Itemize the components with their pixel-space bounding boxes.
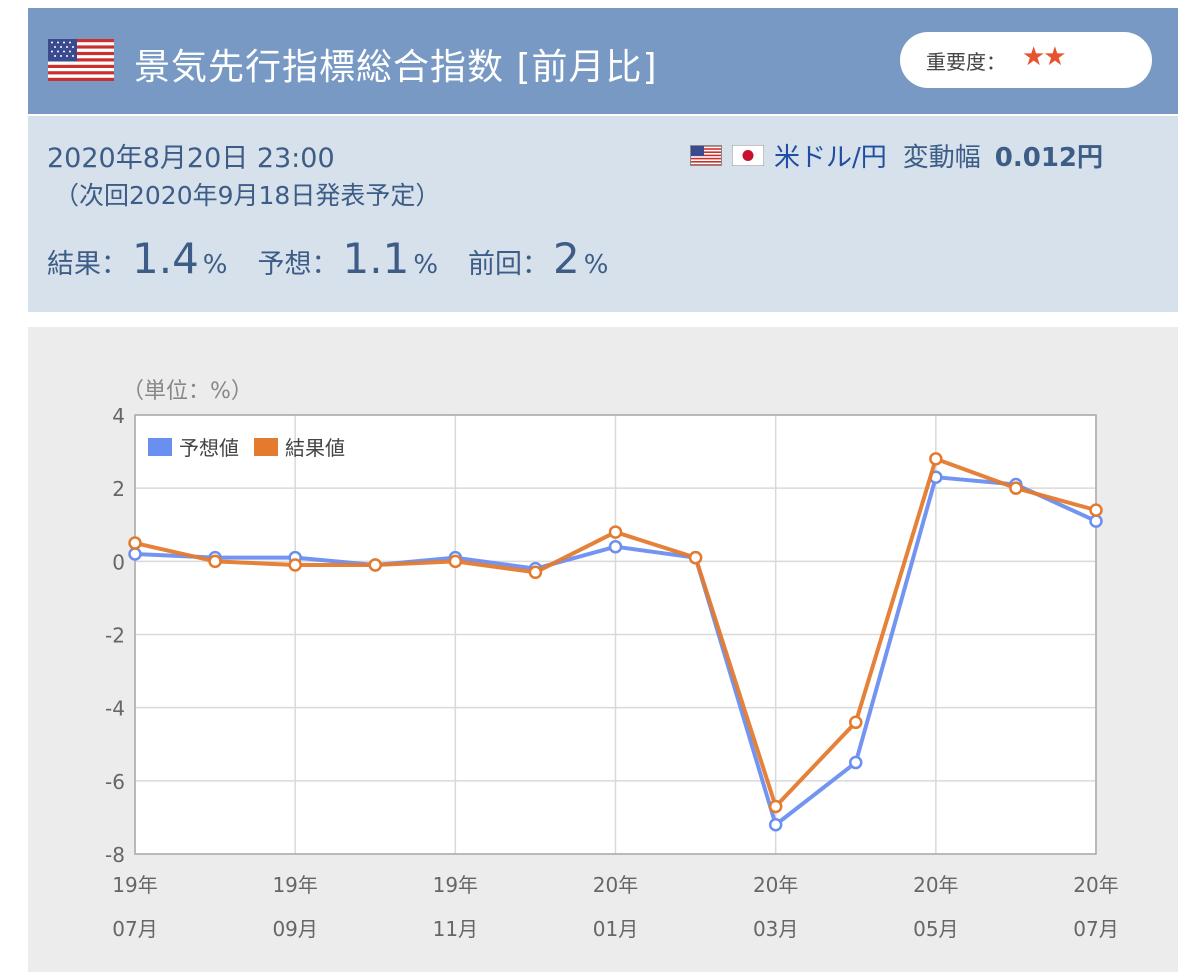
previous-label: 前回： xyxy=(468,249,550,280)
x-tick-year: 19年 xyxy=(112,873,157,897)
next-release: （次回2020年9月18日発表予定） xyxy=(54,181,441,210)
data-point xyxy=(768,799,783,814)
forecast-unit: % xyxy=(413,250,439,280)
us-flag-icon xyxy=(690,144,722,166)
stats-row: 結果： 1.4 % 予想： 1.1 % 前回： 2 % xyxy=(47,234,638,283)
data-point xyxy=(608,539,623,554)
data-point xyxy=(528,565,543,580)
result-unit: % xyxy=(202,250,228,280)
importance-label: 重要度： xyxy=(926,50,1006,74)
legend-label: 予想値 xyxy=(179,436,239,460)
x-tick-year: 20年 xyxy=(593,873,638,897)
x-tick-year: 19年 xyxy=(433,873,478,897)
data-point xyxy=(448,554,463,569)
x-tick-month: 05月 xyxy=(913,917,958,941)
x-tick-month: 07月 xyxy=(112,917,157,941)
data-point xyxy=(128,536,142,550)
line-chart: 4 2 0 -2 -4 -6 -8 19年 07月 19年 09月 19年 11月 20年 01月 20年 03… xyxy=(105,404,1119,941)
data-point xyxy=(608,525,623,539)
x-tick-year: 20年 xyxy=(753,873,798,897)
x-tick-month: 07月 xyxy=(1073,917,1118,941)
data-point xyxy=(1089,514,1103,528)
release-datetime: 2020年8月20日 23:00 xyxy=(47,143,335,174)
data-point xyxy=(849,755,863,770)
forecast-value: 1.1 xyxy=(342,234,410,283)
previous-unit: % xyxy=(583,250,609,280)
us-flag-icon xyxy=(48,39,114,81)
data-point xyxy=(128,547,142,561)
chart-panel: （単位：%） 4 2 0 -2 -4 -6 -8 19年 07月 19年 09月 19年 11月 20年 0… xyxy=(28,327,1178,972)
y-tick-label: -6 xyxy=(105,770,125,794)
y-tick-label: -4 xyxy=(105,697,125,721)
y-tick-label: -8 xyxy=(105,843,125,867)
y-tick-label: 4 xyxy=(112,404,125,428)
range-value: 0.012円 xyxy=(994,142,1104,173)
legend-swatch xyxy=(146,436,174,458)
data-point xyxy=(929,452,943,466)
data-point xyxy=(768,817,783,832)
currency-pair-info: 米ドル/円 変動幅 0.012円 xyxy=(690,138,1104,173)
x-tick-month: 01月 xyxy=(593,917,638,941)
data-point xyxy=(1089,503,1103,517)
y-tick-label: 0 xyxy=(112,550,125,574)
data-point xyxy=(288,558,302,572)
range-label: 変動幅 xyxy=(902,142,981,173)
x-tick-year: 20年 xyxy=(913,873,958,897)
jp-flag-icon xyxy=(732,144,764,166)
legend-label: 結果値 xyxy=(285,436,345,460)
currency-pair-link[interactable]: 米ドル/円 xyxy=(774,142,887,173)
x-tick-year: 19年 xyxy=(272,873,317,897)
data-point xyxy=(849,715,863,730)
data-point xyxy=(208,554,222,569)
legend-swatch xyxy=(252,436,280,458)
plot-border xyxy=(134,414,1097,855)
chart-unit-label: （単位：%） xyxy=(122,379,253,404)
y-tick-label: -2 xyxy=(105,624,125,648)
page-title: 景気先行指標総合指数 [前月比] xyxy=(134,47,658,88)
previous-value: 2 xyxy=(553,234,580,283)
x-tick-year: 20年 xyxy=(1073,873,1118,897)
result-value: 1.4 xyxy=(132,234,199,283)
data-point xyxy=(1009,481,1023,495)
x-tick-month: 09月 xyxy=(272,917,317,941)
result-label: 結果： xyxy=(47,249,128,280)
x-tick-month: 11月 xyxy=(433,917,478,941)
y-tick-label: 2 xyxy=(112,477,125,501)
data-point xyxy=(688,550,703,565)
importance-badge: 重要度： ★★ xyxy=(900,32,1152,88)
header-bar: 景気先行指標総合指数 [前月比] 重要度： ★★ xyxy=(28,8,1178,114)
importance-stars: ★★ xyxy=(1022,42,1067,72)
data-point xyxy=(368,558,382,572)
indicator-info-panel: 2020年8月20日 23:00 （次回2020年9月18日発表予定） 米ドル/… xyxy=(28,114,1178,312)
forecast-label: 予想： xyxy=(257,249,339,280)
x-tick-month: 03月 xyxy=(753,917,798,941)
